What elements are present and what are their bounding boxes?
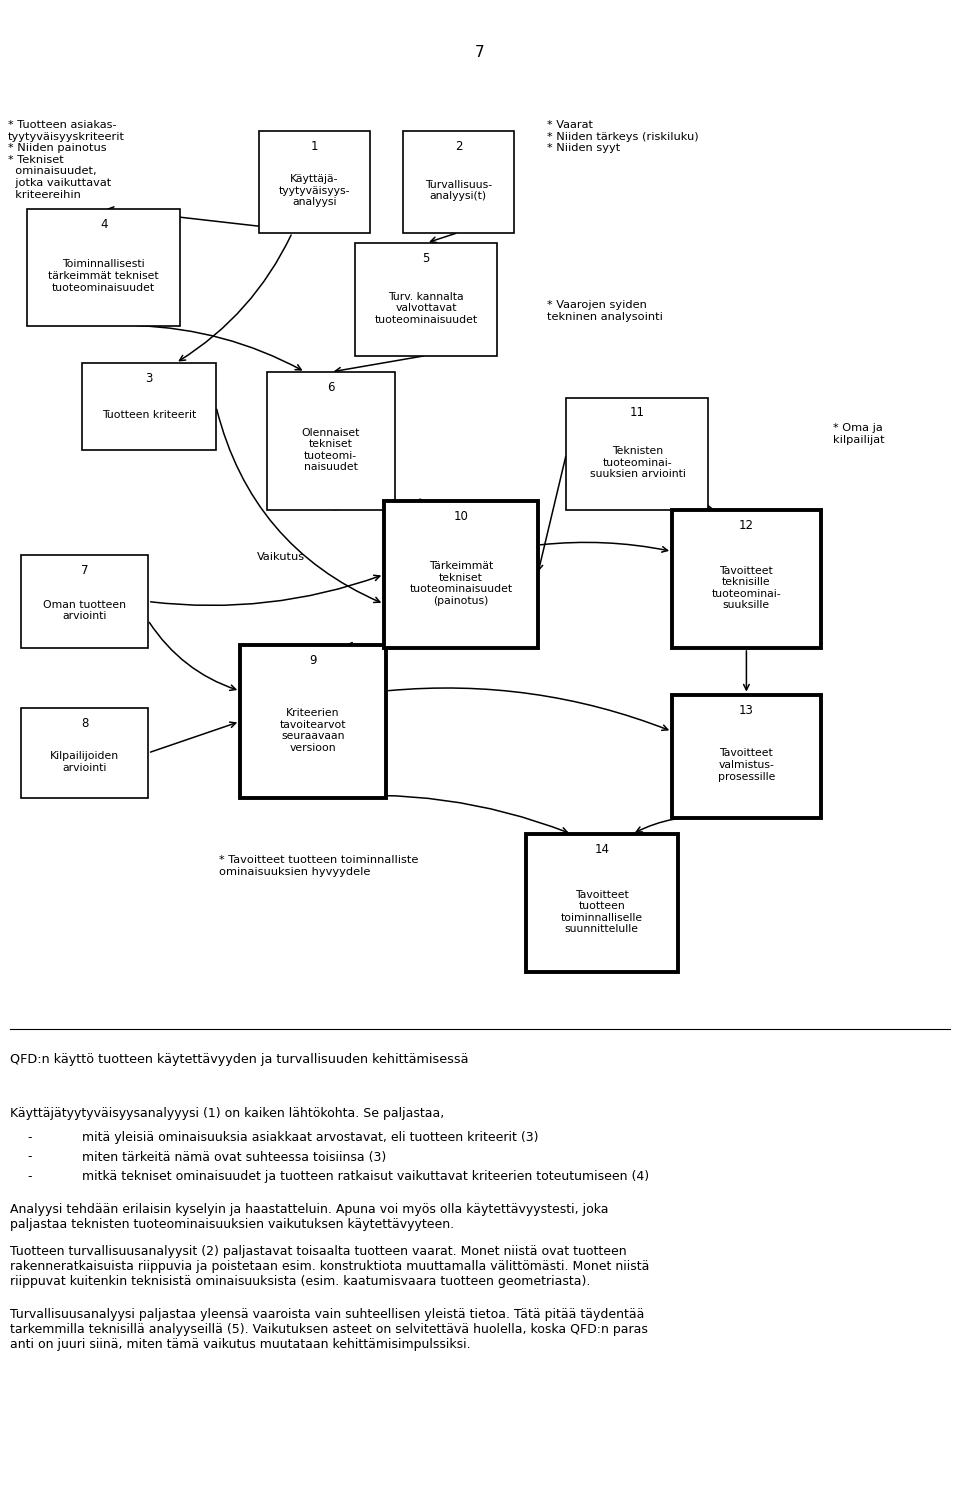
Text: * Vaarojen syiden
tekninen analysointi: * Vaarojen syiden tekninen analysointi (547, 300, 663, 321)
FancyBboxPatch shape (566, 398, 708, 510)
FancyBboxPatch shape (267, 372, 395, 510)
Text: 7: 7 (81, 564, 88, 578)
Text: Analyysi tehdään erilaisin kyselyin ja haastatteluin. Apuna voi myös olla käytet: Analyysi tehdään erilaisin kyselyin ja h… (10, 1203, 608, 1231)
Text: Kilpailijoiden
arviointi: Kilpailijoiden arviointi (50, 752, 119, 772)
Text: 7: 7 (475, 45, 485, 60)
FancyBboxPatch shape (240, 645, 386, 798)
Text: Käyttäjätyytyväisyysanalyyysi (1) on kaiken lähtökohta. Se paljastaa,: Käyttäjätyytyväisyysanalyyysi (1) on kai… (10, 1107, 444, 1120)
Text: 12: 12 (739, 519, 754, 532)
FancyBboxPatch shape (403, 130, 514, 232)
Text: 9: 9 (309, 654, 317, 668)
Text: 5: 5 (422, 252, 430, 266)
Text: Tavoitteet
valmistus-
prosessille: Tavoitteet valmistus- prosessille (718, 748, 775, 782)
FancyBboxPatch shape (384, 501, 538, 648)
Text: Tavoitteet
teknisille
tuoteominai-
suuksille: Tavoitteet teknisille tuoteominai- suuks… (711, 566, 781, 610)
Text: -: - (27, 1170, 32, 1184)
Text: Vaikutus: Vaikutus (257, 552, 305, 562)
Text: Olennaiset
tekniset
tuoteomi-
naisuudet: Olennaiset tekniset tuoteomi- naisuudet (301, 427, 360, 472)
Text: mitä yleisiä ominaisuuksia asiakkaat arvostavat, eli tuotteen kriteerit (3): mitä yleisiä ominaisuuksia asiakkaat arv… (82, 1131, 539, 1144)
FancyBboxPatch shape (672, 694, 821, 818)
Text: Tuotteen kriteerit: Tuotteen kriteerit (102, 411, 196, 420)
Text: Tuotteen turvallisuusanalyysit (2) paljastavat toisaalta tuotteen vaarat. Monet : Tuotteen turvallisuusanalyysit (2) palja… (10, 1245, 649, 1288)
Text: Toiminnallisesti
tärkeimmät tekniset
tuoteominaisuudet: Toiminnallisesti tärkeimmät tekniset tuo… (48, 260, 159, 292)
Text: * Vaarat
* Niiden tärkeys (riskiluku)
* Niiden syyt: * Vaarat * Niiden tärkeys (riskiluku) * … (547, 120, 699, 153)
FancyBboxPatch shape (21, 555, 148, 648)
Text: 4: 4 (100, 217, 108, 231)
FancyBboxPatch shape (21, 708, 148, 798)
Text: mitkä tekniset ominaisuudet ja tuotteen ratkaisut vaikuttavat kriteerien toteutu: mitkä tekniset ominaisuudet ja tuotteen … (82, 1170, 649, 1184)
Text: * Tavoitteet tuotteen toiminnalliste
ominaisuuksien hyvyydele: * Tavoitteet tuotteen toiminnalliste omi… (219, 855, 419, 876)
Text: 2: 2 (455, 140, 462, 153)
Text: QFD:n käyttö tuotteen käytettävyyden ja turvallisuuden kehittämisessä: QFD:n käyttö tuotteen käytettävyyden ja … (10, 1053, 468, 1066)
Text: Oman tuotteen
arviointi: Oman tuotteen arviointi (43, 600, 126, 621)
Text: -: - (27, 1150, 32, 1164)
Text: 14: 14 (594, 843, 610, 856)
Text: miten tärkeitä nämä ovat suhteessa toisiinsa (3): miten tärkeitä nämä ovat suhteessa toisi… (82, 1150, 386, 1164)
FancyBboxPatch shape (82, 363, 216, 450)
Text: Teknisten
tuoteominai-
suuksien arviointi: Teknisten tuoteominai- suuksien arvioint… (589, 446, 685, 480)
Text: 3: 3 (145, 372, 153, 386)
Text: Käyttäjä-
tyytyväisyys-
analyysi: Käyttäjä- tyytyväisyys- analyysi (278, 174, 350, 207)
Text: Tavoitteet
tuotteen
toiminnalliselle
suunnittelulle: Tavoitteet tuotteen toiminnalliselle suu… (561, 890, 643, 934)
Text: 8: 8 (81, 717, 88, 730)
Text: Turvallisuusanalyysi paljastaa yleensä vaaroista vain suhteellisen yleistä tieto: Turvallisuusanalyysi paljastaa yleensä v… (10, 1308, 647, 1352)
Text: 6: 6 (327, 381, 334, 394)
Text: Kriteerien
tavoitearvot
seuraavaan
versioon: Kriteerien tavoitearvot seuraavaan versi… (279, 708, 347, 753)
Text: Turv. kannalta
valvottavat
tuoteominaisuudet: Turv. kannalta valvottavat tuoteominaisu… (374, 291, 478, 326)
Text: 1: 1 (311, 140, 318, 153)
FancyBboxPatch shape (259, 130, 370, 232)
Text: 11: 11 (630, 406, 645, 420)
Text: Turvallisuus-
analyysi(t): Turvallisuus- analyysi(t) (425, 180, 492, 201)
Text: 13: 13 (739, 704, 754, 717)
Text: 10: 10 (453, 510, 468, 524)
FancyBboxPatch shape (355, 243, 497, 356)
FancyBboxPatch shape (526, 834, 678, 972)
FancyBboxPatch shape (27, 209, 180, 326)
Text: Tärkeimmät
tekniset
tuoteominaisuudet
(painotus): Tärkeimmät tekniset tuoteominaisuudet (p… (409, 561, 513, 606)
FancyBboxPatch shape (672, 510, 821, 648)
Text: * Tuotteen asiakas-
tyytyväisyyskriteerit
* Niiden painotus
* Tekniset
  ominais: * Tuotteen asiakas- tyytyväisyyskriteeri… (8, 120, 125, 200)
Text: -: - (27, 1131, 32, 1144)
Text: * Oma ja
kilpailijat: * Oma ja kilpailijat (833, 423, 885, 444)
